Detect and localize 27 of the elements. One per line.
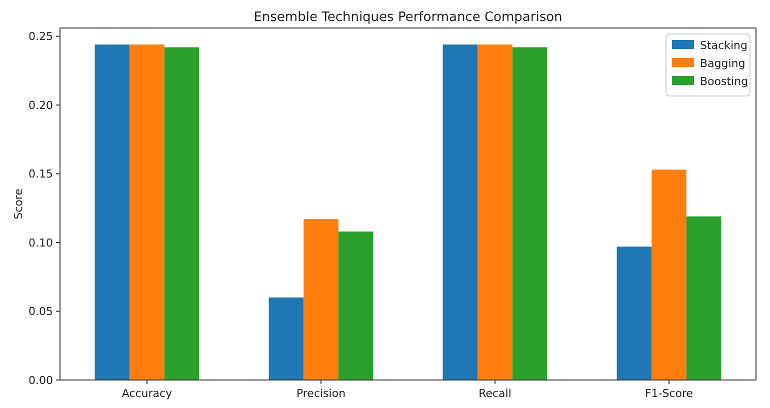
y-tick-label: 0.15 xyxy=(28,168,53,181)
x-tick-label: F1-Score xyxy=(644,387,694,400)
x-tick-label: Precision xyxy=(296,387,346,400)
bar xyxy=(616,246,652,380)
x-tick-label: Recall xyxy=(478,387,512,400)
bar xyxy=(652,170,686,380)
bar xyxy=(478,44,512,380)
bar xyxy=(338,232,374,380)
legend-label: Stacking xyxy=(700,38,748,52)
bar xyxy=(686,216,722,380)
y-tick-label: 0.10 xyxy=(28,236,53,250)
bar xyxy=(94,44,130,380)
bar xyxy=(512,47,548,380)
x-tick-label: Accuracy xyxy=(122,387,173,400)
legend-label: Bagging xyxy=(700,56,746,70)
bar xyxy=(164,47,200,380)
bar xyxy=(304,219,338,380)
chart-title: Ensemble Techniques Performance Comparison xyxy=(254,10,562,25)
y-tick-label: 0.25 xyxy=(28,30,53,44)
bar xyxy=(130,44,164,380)
y-tick-label: 0.05 xyxy=(28,305,53,318)
y-tick-label: 0.00 xyxy=(28,374,53,387)
bar xyxy=(268,298,304,380)
y-axis-title: Score xyxy=(12,188,25,220)
y-tick-label: 0.20 xyxy=(28,98,53,112)
legend-label: Boosting xyxy=(700,74,748,88)
bar xyxy=(442,44,478,380)
